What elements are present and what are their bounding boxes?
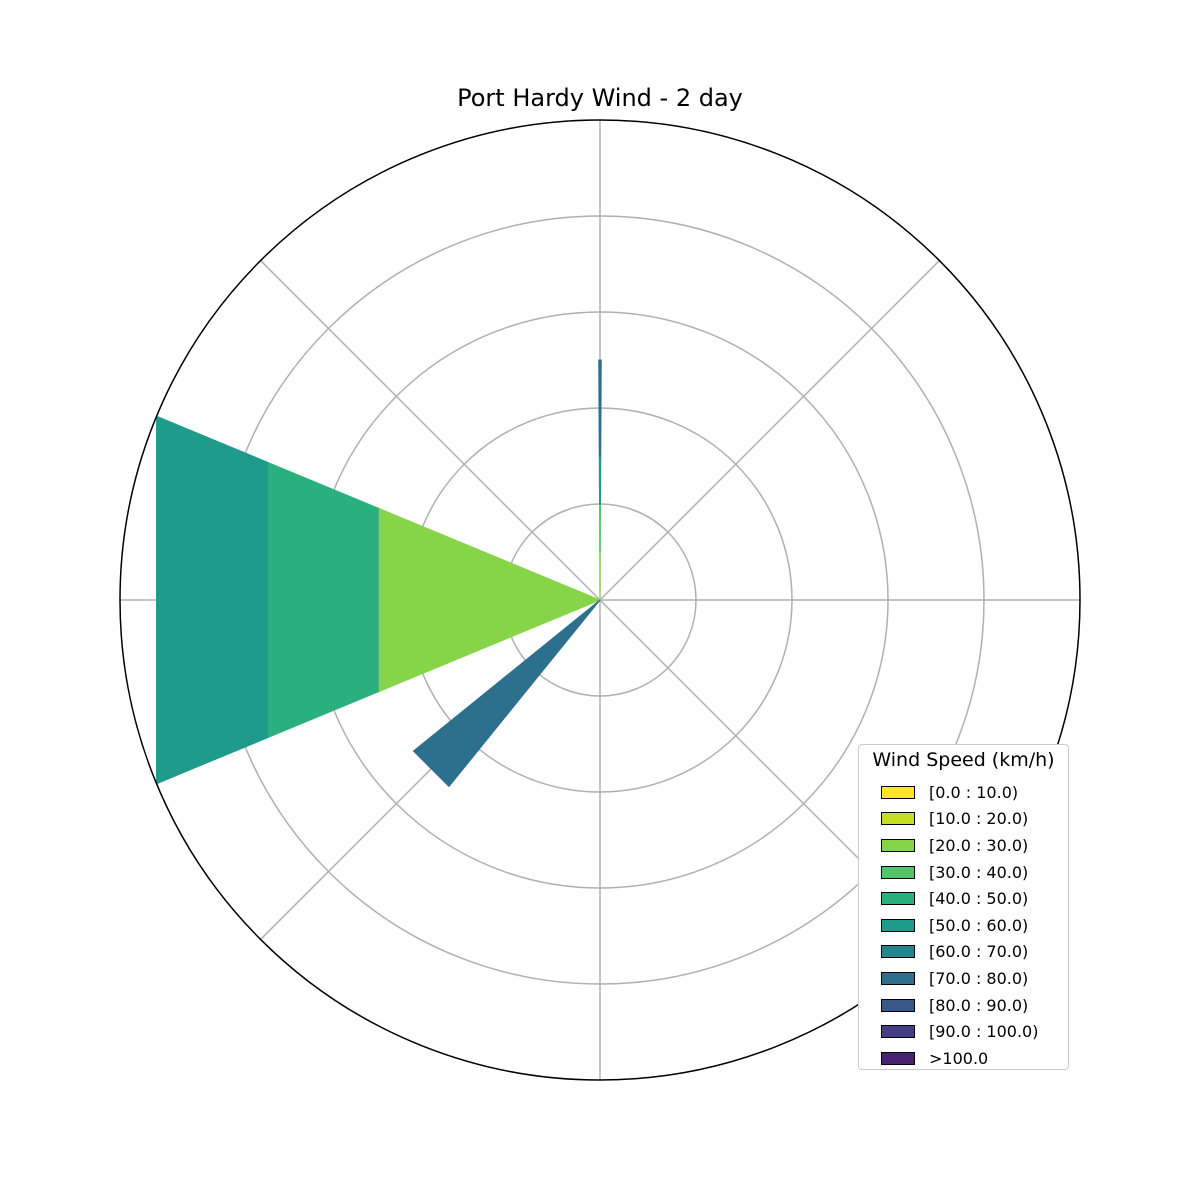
legend-item: [0.0 : 10.0) <box>881 779 1038 806</box>
petal-segment <box>266 461 379 739</box>
legend-item: [30.0 : 40.0) <box>881 859 1038 886</box>
legend-title: Wind Speed (km/h) <box>872 749 1055 771</box>
petal-segment <box>598 359 602 457</box>
legend-swatch <box>881 918 915 932</box>
legend-label: [0.0 : 10.0) <box>929 782 1019 802</box>
legend-item: [90.0 : 100.0) <box>881 1018 1038 1045</box>
legend-label: [90.0 : 100.0) <box>929 1022 1039 1042</box>
petal-segment <box>412 599 601 788</box>
legend-swatch <box>881 865 915 879</box>
petal-segment <box>598 455 602 505</box>
petal-segment <box>599 551 601 601</box>
legend-label: [50.0 : 60.0) <box>929 915 1029 935</box>
legend-item: [40.0 : 50.0) <box>881 885 1038 912</box>
legend-label: [80.0 : 90.0) <box>929 995 1029 1015</box>
legend-item: >100.0 <box>881 1045 1038 1072</box>
legend-label: [40.0 : 50.0) <box>929 889 1029 909</box>
legend-label: [10.0 : 20.0) <box>929 809 1029 829</box>
legend-swatch <box>881 1051 915 1065</box>
legend-label: [60.0 : 70.0) <box>929 942 1029 962</box>
legend-swatch <box>881 892 915 906</box>
legend-items: [0.0 : 10.0) [10.0 : 20.0) [20.0 : 30.0) [3… <box>881 779 1038 1072</box>
chart-title: Port Hardy Wind - 2 day <box>457 84 743 112</box>
legend-swatch <box>881 971 915 985</box>
legend-swatch <box>881 998 915 1012</box>
legend-swatch <box>881 945 915 959</box>
grid-spoke <box>260 260 601 601</box>
grid-spoke <box>599 260 940 601</box>
legend: Wind Speed (km/h) [0.0 : 10.0) [10.0 : 20… <box>858 744 1069 1070</box>
legend-item: [70.0 : 80.0) <box>881 965 1038 992</box>
legend-swatch <box>881 1025 915 1039</box>
legend-swatch <box>881 785 915 799</box>
legend-item: [50.0 : 60.0) <box>881 912 1038 939</box>
legend-label: [30.0 : 40.0) <box>929 862 1029 882</box>
petal-segment <box>598 503 602 553</box>
polar-outline <box>119 119 1081 1081</box>
legend-label: [70.0 : 80.0) <box>929 968 1029 988</box>
legend-label: >100.0 <box>929 1048 989 1068</box>
petal-segment <box>377 507 602 693</box>
legend-item: [80.0 : 90.0) <box>881 992 1038 1019</box>
petal-layer <box>156 359 602 788</box>
petal-segment <box>156 415 268 785</box>
legend-swatch <box>881 838 915 852</box>
legend-item: [20.0 : 30.0) <box>881 832 1038 859</box>
legend-item: [10.0 : 20.0) <box>881 806 1038 833</box>
legend-swatch <box>881 812 915 826</box>
legend-item: [60.0 : 70.0) <box>881 939 1038 966</box>
legend-label: [20.0 : 30.0) <box>929 835 1029 855</box>
